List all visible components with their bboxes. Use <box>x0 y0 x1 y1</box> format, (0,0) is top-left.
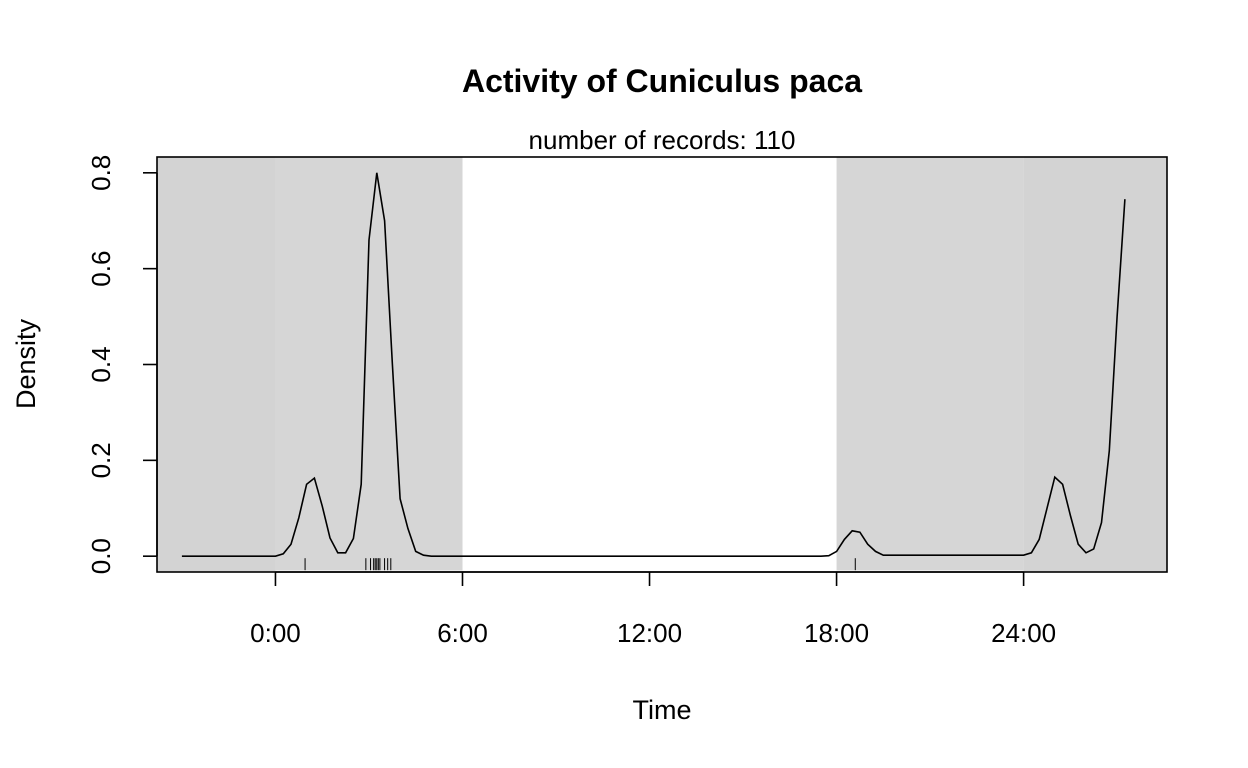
y-tick-label: 0.6 <box>86 251 116 287</box>
y-tick-label: 0.0 <box>86 538 116 574</box>
shaded-bands <box>157 157 1167 572</box>
y-axis-label: Density <box>11 318 41 409</box>
x-tick-label: 12:00 <box>617 618 682 648</box>
y-tick-label: 0.8 <box>86 155 116 191</box>
x-axis-label: Time <box>633 695 692 725</box>
shaded-band <box>1023 157 1167 572</box>
chart-subtitle: number of records: 110 <box>529 125 796 155</box>
x-axis: 0:00 6:00 12:00 18:00 24:00 <box>250 571 1056 648</box>
shaded-band <box>275 157 463 572</box>
rug-marks <box>304 558 856 571</box>
y-tick-label: 0.2 <box>86 442 116 478</box>
shaded-band <box>157 157 276 572</box>
y-tick-label: 0.4 <box>86 346 116 382</box>
x-tick-label: 0:00 <box>250 618 301 648</box>
shaded-band <box>836 157 1024 572</box>
x-tick-label: 6:00 <box>437 618 488 648</box>
y-axis: 0.0 0.2 0.4 0.6 0.8 <box>86 155 158 574</box>
density-line <box>181 172 1126 558</box>
chart-title: Activity of Cuniculus paca <box>462 63 862 99</box>
x-tick-label: 24:00 <box>991 618 1056 648</box>
x-tick-label: 18:00 <box>804 618 869 648</box>
